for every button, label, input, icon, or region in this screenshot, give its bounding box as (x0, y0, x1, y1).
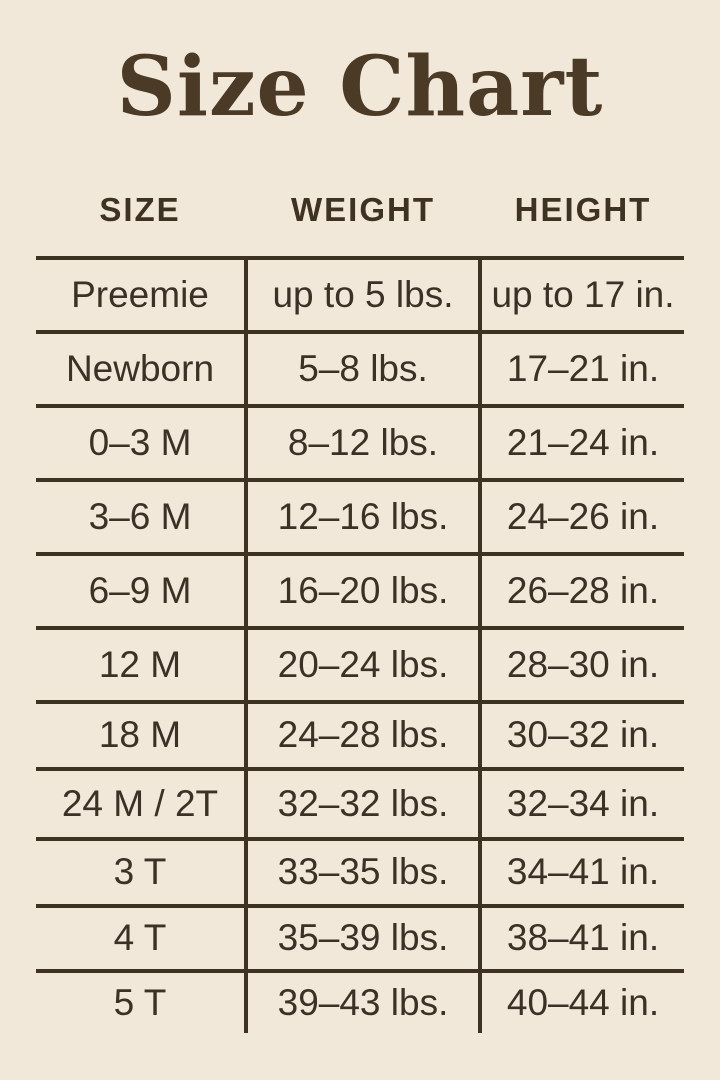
height-cell: 26–28 in. (506, 569, 660, 611)
column-header-weight: WEIGHT (291, 190, 435, 228)
weight-cell: 24–28 lbs. (244, 703, 482, 767)
weight-cell: 39–43 lbs. (244, 972, 482, 1033)
size-cell: 3 T (113, 851, 167, 893)
column-header-height: HEIGHT (514, 190, 652, 228)
height-cell: 24–26 in. (506, 495, 660, 537)
table-row: 3 T 33–35 lbs. 34–41 in. (36, 840, 684, 908)
size-cell: 4 T (113, 917, 167, 959)
table-row: 4 T 35–39 lbs. 38–41 in. (36, 907, 684, 973)
table-row: 12 M 20–24 lbs. 28–30 in. (36, 629, 684, 704)
height-cell: 17–21 in. (506, 347, 660, 389)
weight-cell: 5–8 lbs. (244, 333, 482, 404)
weight-cell: 20–24 lbs. (244, 629, 482, 700)
size-cell: 0–3 M (88, 421, 192, 463)
weight-cell: 16–20 lbs. (244, 555, 482, 626)
weight-cell: 32–32 lbs. (244, 770, 482, 837)
size-cell: Newborn (65, 347, 215, 389)
size-cell: 24 M / 2T (61, 782, 219, 824)
height-cell: 38–41 in. (506, 917, 660, 959)
table-row: 0–3 M 8–12 lbs. 21–24 in. (36, 407, 684, 482)
weight-cell: 33–35 lbs. (244, 840, 482, 904)
height-cell: 28–30 in. (506, 643, 660, 685)
table-row: 18 M 24–28 lbs. 30–32 in. (36, 703, 684, 771)
table-row: 5 T 39–43 lbs. 40–44 in. (36, 972, 684, 1033)
table-row: 6–9 M 16–20 lbs. 26–28 in. (36, 555, 684, 630)
page-title: Size Chart (116, 39, 604, 135)
size-cell: Preemie (71, 273, 209, 315)
weight-cell: up to 5 lbs. (244, 259, 482, 330)
size-cell: 18 M (98, 714, 182, 756)
weight-cell: 8–12 lbs. (244, 407, 482, 478)
height-cell: 40–44 in. (506, 981, 660, 1023)
table-row: 24 M / 2T 32–32 lbs. 32–34 in. (36, 770, 684, 841)
weight-cell: 12–16 lbs. (244, 481, 482, 552)
column-header-size: SIZE (99, 190, 181, 228)
table-row: Newborn 5–8 lbs. 17–21 in. (36, 333, 684, 408)
table-row: 3–6 M 12–16 lbs. 24–26 in. (36, 481, 684, 556)
height-cell: 34–41 in. (506, 851, 660, 893)
size-cell: 6–9 M (88, 569, 192, 611)
table-row: Preemie up to 5 lbs. up to 17 in. (36, 259, 684, 334)
height-cell: 32–34 in. (506, 782, 660, 824)
height-cell: 21–24 in. (506, 421, 660, 463)
height-cell: 30–32 in. (506, 714, 660, 756)
size-cell: 3–6 M (88, 495, 192, 537)
table-header-row: SIZE WEIGHT HEIGHT (36, 190, 684, 228)
weight-cell: 35–39 lbs. (244, 907, 482, 969)
size-cell: 5 T (113, 981, 167, 1023)
size-cell: 12 M (98, 643, 182, 685)
size-chart-table: Preemie up to 5 lbs. up to 17 in. Newborn 5–… (36, 255, 684, 1033)
height-cell: up to 17 in. (491, 273, 675, 315)
